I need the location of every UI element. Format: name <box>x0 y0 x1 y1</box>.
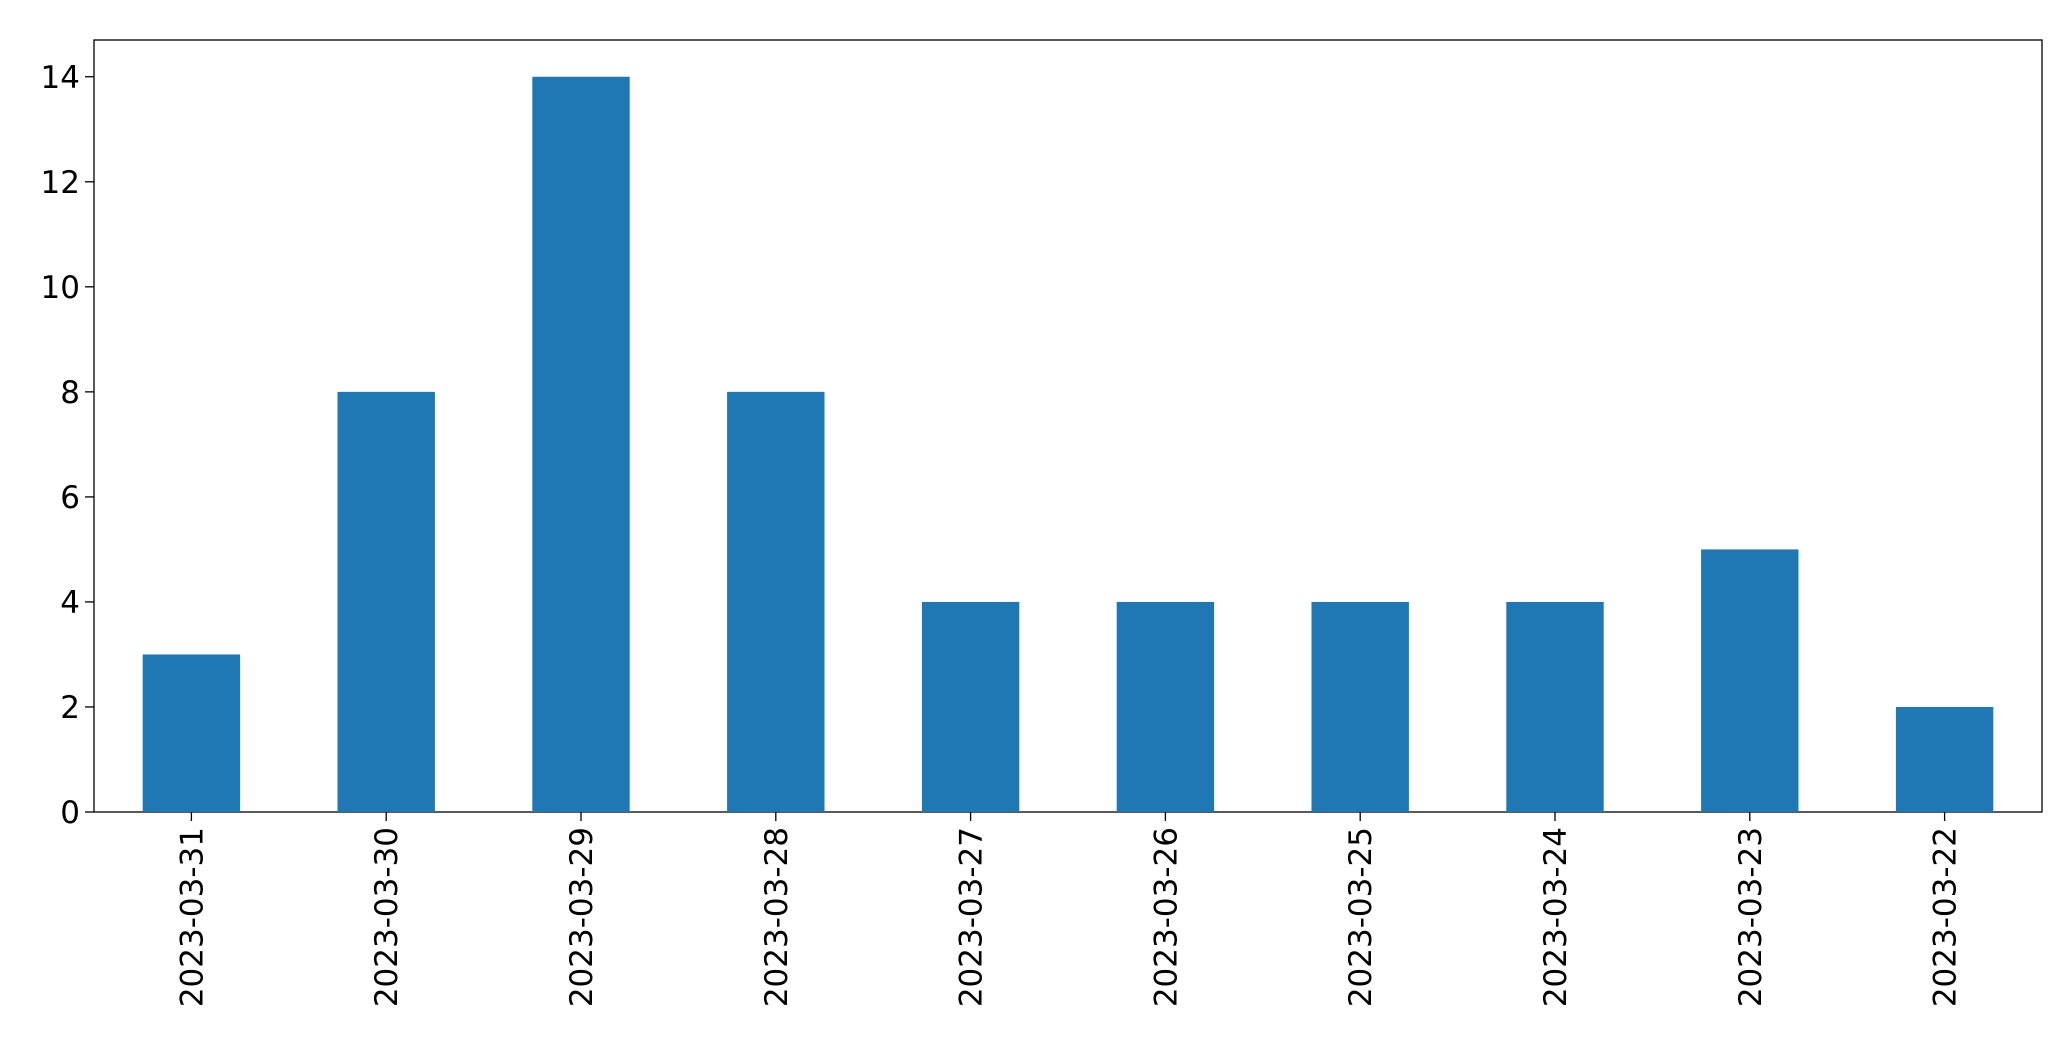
bar <box>1895 706 1994 812</box>
y-tick-label: 14 <box>41 60 80 96</box>
x-tick-label: 2023-03-23 <box>1733 827 1769 1007</box>
x-tick-label: 2023-03-22 <box>1928 827 1964 1007</box>
y-tick-label: 10 <box>41 270 80 306</box>
plot-frame <box>93 39 2043 813</box>
y-tick-label: 12 <box>41 165 80 201</box>
x-tick-label: 2023-03-26 <box>1148 827 1184 1007</box>
x-tick-label: 2023-03-31 <box>174 827 210 1007</box>
bar <box>532 76 630 812</box>
y-tick-label: 4 <box>60 585 80 621</box>
y-tick-label: 0 <box>60 795 80 831</box>
x-tick-label: 2023-03-27 <box>954 827 990 1007</box>
bar <box>727 391 825 812</box>
x-tick-label: 2023-03-30 <box>369 827 405 1007</box>
bar <box>1506 601 1604 812</box>
bar <box>921 601 1020 812</box>
y-tick-label: 8 <box>60 375 80 411</box>
x-tick-label: 2023-03-29 <box>564 827 600 1007</box>
bar <box>1116 601 1215 812</box>
x-tick-label: 2023-03-24 <box>1538 827 1574 1007</box>
y-tick-label: 6 <box>60 480 80 516</box>
bar <box>1311 601 1409 812</box>
x-tick-label: 2023-03-25 <box>1343 827 1379 1007</box>
x-tick-label: 2023-03-28 <box>759 827 795 1007</box>
bar <box>1701 549 1799 812</box>
bar <box>142 654 241 812</box>
bar <box>337 391 435 812</box>
y-tick-label: 2 <box>60 690 80 726</box>
